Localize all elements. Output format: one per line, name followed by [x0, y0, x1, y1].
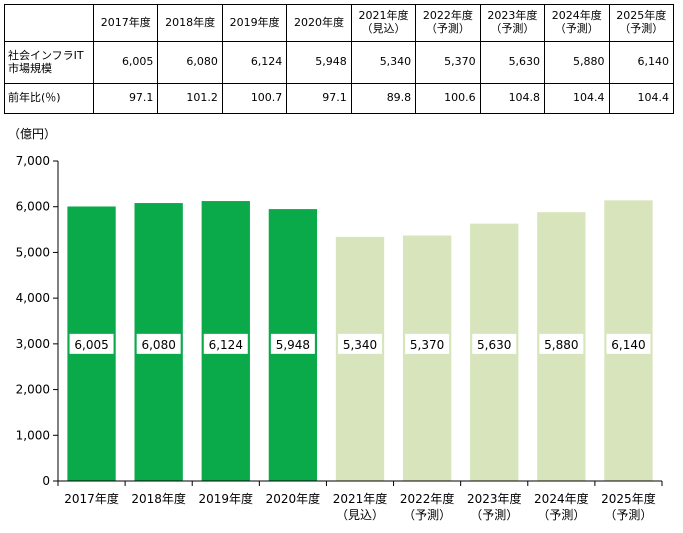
- data-label: 5,340: [343, 338, 377, 352]
- data-label-box: [203, 333, 248, 354]
- header-year: 2024年度: [551, 9, 602, 23]
- x-tick-label: 2024年度: [534, 491, 589, 506]
- table-cell: 5,340: [350, 41, 417, 84]
- data-label-box: [405, 333, 450, 354]
- data-label-box: [270, 333, 315, 354]
- x-tick-label: 2022年度: [400, 491, 455, 506]
- header-year: 2021年度: [358, 9, 409, 23]
- data-label: 5,948: [276, 338, 310, 352]
- y-tick-label: 3,000: [16, 337, 50, 351]
- x-tick-sublabel: （予測）: [403, 508, 451, 522]
- table-cell: 97.1: [286, 83, 352, 114]
- table-header-cell: 2024年度 （予測）: [544, 4, 610, 42]
- header-note: （予測）: [490, 22, 535, 35]
- table-cell: 6,140: [608, 41, 674, 84]
- table-header-cell: 2021年度 （見込）: [350, 4, 417, 42]
- table-row-label: 前年比(％): [4, 83, 94, 114]
- table-cell: 89.8: [350, 83, 417, 114]
- data-label-box: [136, 333, 181, 354]
- x-tick-label: 2017年度: [64, 491, 119, 506]
- table-cell: 97.1: [92, 83, 159, 114]
- table-cell: 104.4: [608, 83, 674, 114]
- x-tick-sublabel: （予測）: [470, 508, 518, 522]
- header-year: 2022年度: [422, 9, 473, 23]
- data-label-box: [69, 333, 114, 354]
- table-cell: 104.8: [479, 83, 546, 114]
- table-cell: 6,080: [157, 41, 223, 84]
- table-cell: 100.6: [415, 83, 481, 114]
- data-label: 5,880: [544, 338, 578, 352]
- table-cell: 5,948: [286, 41, 352, 84]
- row-label-line1: 社会インフラIT: [8, 48, 84, 62]
- y-tick-label: 1,000: [16, 428, 50, 442]
- y-tick-label: 7,000: [16, 154, 50, 168]
- data-label-box: [539, 333, 584, 354]
- table-header-row: 2017年度 2018年度 2019年度 2020年度 2021年度 （見込） 2022年度…: [4, 4, 674, 42]
- x-tick-label: 2021年度: [333, 491, 388, 506]
- y-tick-label: 5,000: [16, 245, 50, 259]
- y-axis-unit-label: （億円）: [8, 127, 56, 141]
- header-note: （予測）: [554, 22, 599, 35]
- data-label: 6,124: [209, 338, 243, 352]
- bar: [335, 236, 385, 481]
- x-tick-label: 2023年度: [467, 491, 522, 506]
- x-tick-sublabel: （見込）: [336, 508, 384, 522]
- row-label-line1: 前年比(％): [8, 91, 61, 105]
- table-cell: 5,370: [415, 41, 481, 84]
- data-label: 5,370: [410, 338, 444, 352]
- table-cell: 5,880: [544, 41, 610, 84]
- table-header-cell: 2020年度: [286, 4, 352, 42]
- x-axis: 2017年度 2018年度 2019年度 2020年度 2021年度 （見込） 2022年度…: [57, 480, 663, 522]
- table-header-cell: 2017年度: [92, 4, 159, 42]
- row-label-line2: 市場規模: [8, 61, 52, 75]
- table-cell: 5,630: [479, 41, 546, 84]
- table-cell: 6,124: [221, 41, 288, 84]
- table-corner-cell: [4, 4, 94, 42]
- y-axis: 0 1,000 2,000 3,000 4,000 5,000 6,000 7,000: [16, 154, 59, 488]
- x-tick-sublabel: （予測）: [537, 508, 585, 522]
- table-cell: 104.4: [544, 83, 610, 114]
- table-row-label: 社会インフラIT 市場規模: [4, 41, 94, 84]
- x-tick-label: 2019年度: [199, 491, 254, 506]
- header-year: 2020年度: [294, 15, 345, 29]
- header-note: （見込）: [361, 22, 406, 35]
- y-tick-label: 2,000: [16, 383, 50, 397]
- table-cell: 100.7: [221, 83, 288, 114]
- x-tick-label: 2020年度: [266, 491, 321, 506]
- bar: [402, 235, 452, 481]
- table-row: 社会インフラIT 市場規模 6,005 6,080 6,124 5,948 5,340 5,3…: [4, 41, 674, 84]
- header-year: 2025年度: [616, 9, 667, 23]
- x-tick-label: 2025年度: [601, 491, 656, 506]
- bar-chart: （億円） 0 1,000 2,000 3,000 4,000 5,000 6,000 7,00…: [8, 127, 663, 522]
- header-year: 2019年度: [229, 15, 280, 29]
- data-label-box: [606, 333, 651, 354]
- bars: 6,005 6,080 6,124 5,948 5,340 5,370 5,630 5,880…: [67, 200, 653, 482]
- x-tick-label: 2018年度: [131, 491, 186, 506]
- data-label: 6,140: [611, 338, 645, 352]
- data-label: 5,630: [477, 338, 511, 352]
- header-year: 2018年度: [165, 15, 216, 29]
- data-table: 2017年度 2018年度 2019年度 2020年度 2021年度 （見込） 2022年度…: [4, 4, 674, 114]
- table-header-cell: 2019年度: [221, 4, 288, 42]
- table-row: 前年比(％) 97.1 101.2 100.7 97.1 89.8 100.6 104.8 10…: [4, 83, 674, 114]
- table-cell: 6,005: [92, 41, 159, 84]
- y-tick-label: 6,000: [16, 200, 50, 214]
- table-header-cell: 2022年度 （予測）: [415, 4, 481, 42]
- table-cell: 101.2: [157, 83, 223, 114]
- table-header-cell: 2023年度 （予測）: [479, 4, 546, 42]
- header-note: （予測）: [619, 22, 664, 35]
- data-label-box: [338, 333, 382, 354]
- data-label: 6,005: [74, 338, 108, 352]
- table-header-cell: 2018年度: [157, 4, 223, 42]
- data-label-box: [472, 333, 517, 354]
- y-tick-label: 4,000: [16, 291, 50, 305]
- table-header-cell: 2025年度 （予測）: [608, 4, 674, 42]
- header-note: （予測）: [425, 22, 470, 35]
- y-tick-label: 0: [42, 474, 50, 488]
- header-year: 2017年度: [100, 15, 151, 29]
- data-label: 6,080: [141, 338, 175, 352]
- x-tick-sublabel: （予測）: [604, 508, 652, 522]
- header-year: 2023年度: [487, 9, 538, 23]
